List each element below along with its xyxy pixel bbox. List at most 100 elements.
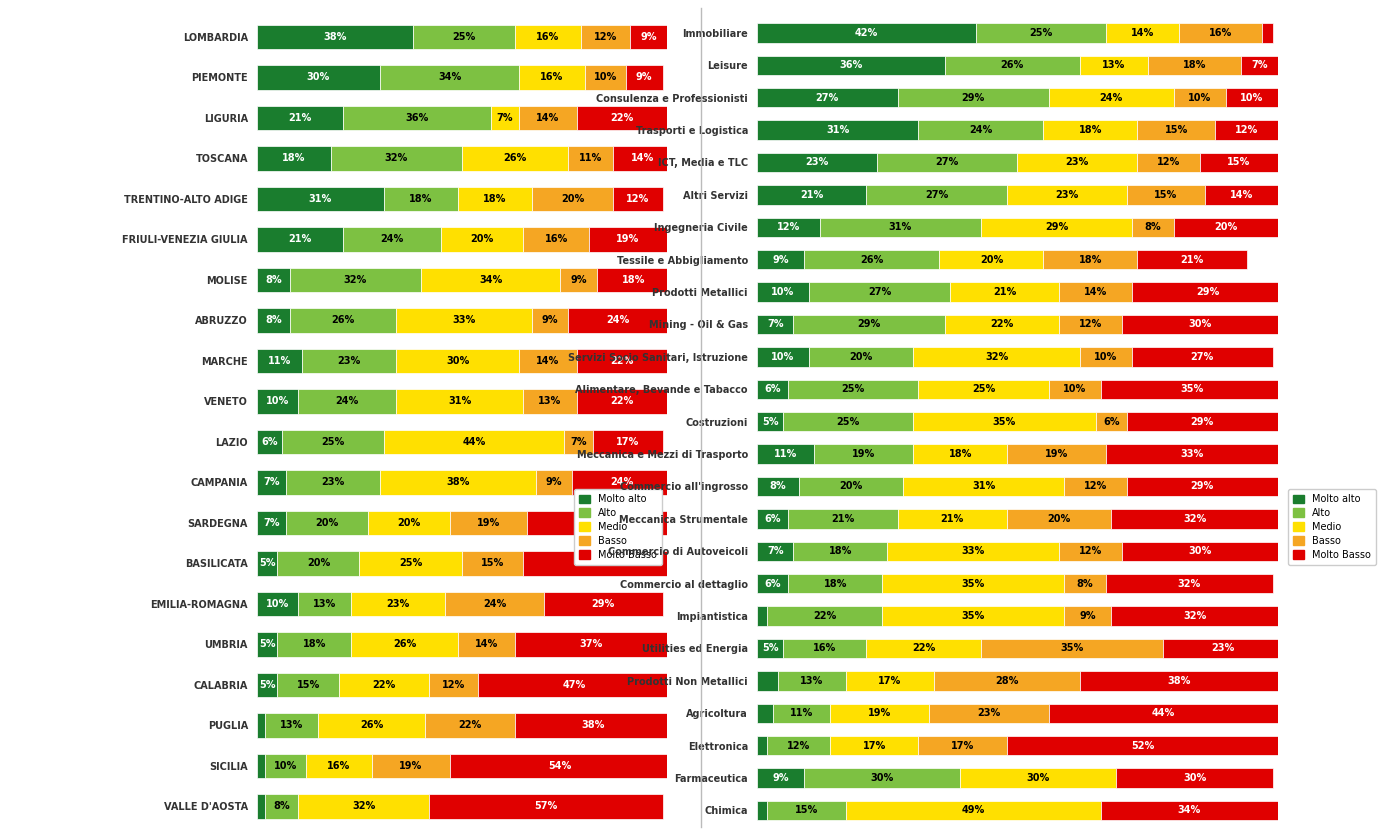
Text: 9%: 9% xyxy=(772,255,789,265)
Bar xyxy=(757,380,789,399)
Text: 22%: 22% xyxy=(458,721,482,731)
Text: 14%: 14% xyxy=(631,154,654,164)
Text: 15%: 15% xyxy=(795,806,818,816)
Bar xyxy=(450,511,528,535)
Text: 5%: 5% xyxy=(761,417,778,427)
Text: 8%: 8% xyxy=(265,275,282,285)
Text: 7%: 7% xyxy=(263,478,279,488)
Bar xyxy=(757,250,804,270)
Text: 23%: 23% xyxy=(386,599,410,609)
Text: 24%: 24% xyxy=(483,599,506,609)
Text: 35%: 35% xyxy=(583,559,607,569)
Text: 23%: 23% xyxy=(978,708,1000,718)
Text: 24%: 24% xyxy=(381,235,404,245)
Text: 16%: 16% xyxy=(540,73,564,83)
Text: 9%: 9% xyxy=(542,316,558,326)
Bar xyxy=(1106,444,1278,463)
Text: 54%: 54% xyxy=(549,761,572,771)
Bar xyxy=(519,106,576,130)
Text: 18%: 18% xyxy=(829,546,851,556)
Bar xyxy=(446,592,543,616)
Bar xyxy=(297,389,396,413)
Text: 5%: 5% xyxy=(258,640,275,650)
Bar xyxy=(429,673,478,697)
Text: 14%: 14% xyxy=(536,356,560,366)
Bar xyxy=(383,187,458,211)
Bar xyxy=(757,574,789,594)
Bar xyxy=(528,511,675,535)
Bar xyxy=(343,106,490,130)
Bar xyxy=(564,430,593,454)
Bar xyxy=(1111,606,1278,625)
Text: 57%: 57% xyxy=(535,802,557,812)
Text: 30%: 30% xyxy=(1188,320,1211,330)
Bar xyxy=(1007,509,1111,529)
Bar xyxy=(757,671,778,691)
Bar xyxy=(581,25,629,49)
Text: 13%: 13% xyxy=(281,721,303,731)
Text: 18%: 18% xyxy=(622,275,646,285)
Bar xyxy=(867,639,981,658)
Bar xyxy=(950,282,1060,301)
Bar xyxy=(1242,56,1278,75)
Bar xyxy=(1117,768,1272,787)
Bar xyxy=(1106,574,1272,594)
Text: 18%: 18% xyxy=(949,449,972,459)
Bar xyxy=(576,349,667,373)
Bar xyxy=(490,106,519,130)
Text: 32%: 32% xyxy=(351,802,375,812)
Text: 6%: 6% xyxy=(1103,417,1120,427)
Bar xyxy=(1126,412,1278,432)
Bar xyxy=(1132,218,1174,237)
Bar xyxy=(981,218,1132,237)
Bar xyxy=(532,308,568,332)
Bar xyxy=(257,146,331,170)
Bar xyxy=(757,218,820,237)
Text: 10%: 10% xyxy=(593,73,617,83)
Bar xyxy=(1138,120,1215,139)
Text: 44%: 44% xyxy=(1151,708,1175,718)
Bar xyxy=(1225,88,1278,108)
Text: 29%: 29% xyxy=(1045,222,1068,232)
Text: 23%: 23% xyxy=(806,158,828,168)
Text: 31%: 31% xyxy=(449,397,471,407)
Text: 32%: 32% xyxy=(985,352,1008,362)
Bar xyxy=(257,65,381,89)
Bar xyxy=(278,673,339,697)
Bar xyxy=(757,315,793,334)
Text: 12%: 12% xyxy=(1235,125,1258,135)
Bar xyxy=(625,65,663,89)
Bar xyxy=(918,736,1007,756)
Text: 11%: 11% xyxy=(790,708,813,718)
Text: 21%: 21% xyxy=(289,235,311,245)
Bar xyxy=(396,389,524,413)
Text: 32%: 32% xyxy=(385,154,408,164)
Bar xyxy=(1132,347,1272,367)
Bar xyxy=(1060,315,1122,334)
Bar xyxy=(306,754,372,778)
Bar xyxy=(945,315,1060,334)
Text: 10%: 10% xyxy=(1095,352,1118,362)
Text: 44%: 44% xyxy=(463,437,486,447)
Bar xyxy=(257,430,282,454)
Bar xyxy=(757,56,945,75)
Text: 11%: 11% xyxy=(774,449,797,459)
Text: 31%: 31% xyxy=(826,125,849,135)
Bar xyxy=(282,430,383,454)
Bar xyxy=(297,592,351,616)
Text: 13%: 13% xyxy=(1103,60,1125,70)
Bar xyxy=(918,380,1049,399)
Text: 20%: 20% xyxy=(839,482,863,492)
Bar xyxy=(1215,120,1278,139)
Bar xyxy=(614,187,663,211)
Bar xyxy=(789,380,918,399)
Bar xyxy=(568,146,614,170)
Text: 23%: 23% xyxy=(1056,190,1078,200)
Text: 7%: 7% xyxy=(1251,60,1268,70)
Text: 19%: 19% xyxy=(399,761,422,771)
Bar xyxy=(629,25,667,49)
Text: 16%: 16% xyxy=(328,761,350,771)
Text: 29%: 29% xyxy=(857,320,881,330)
Bar xyxy=(1007,185,1126,205)
Text: 26%: 26% xyxy=(503,154,526,164)
